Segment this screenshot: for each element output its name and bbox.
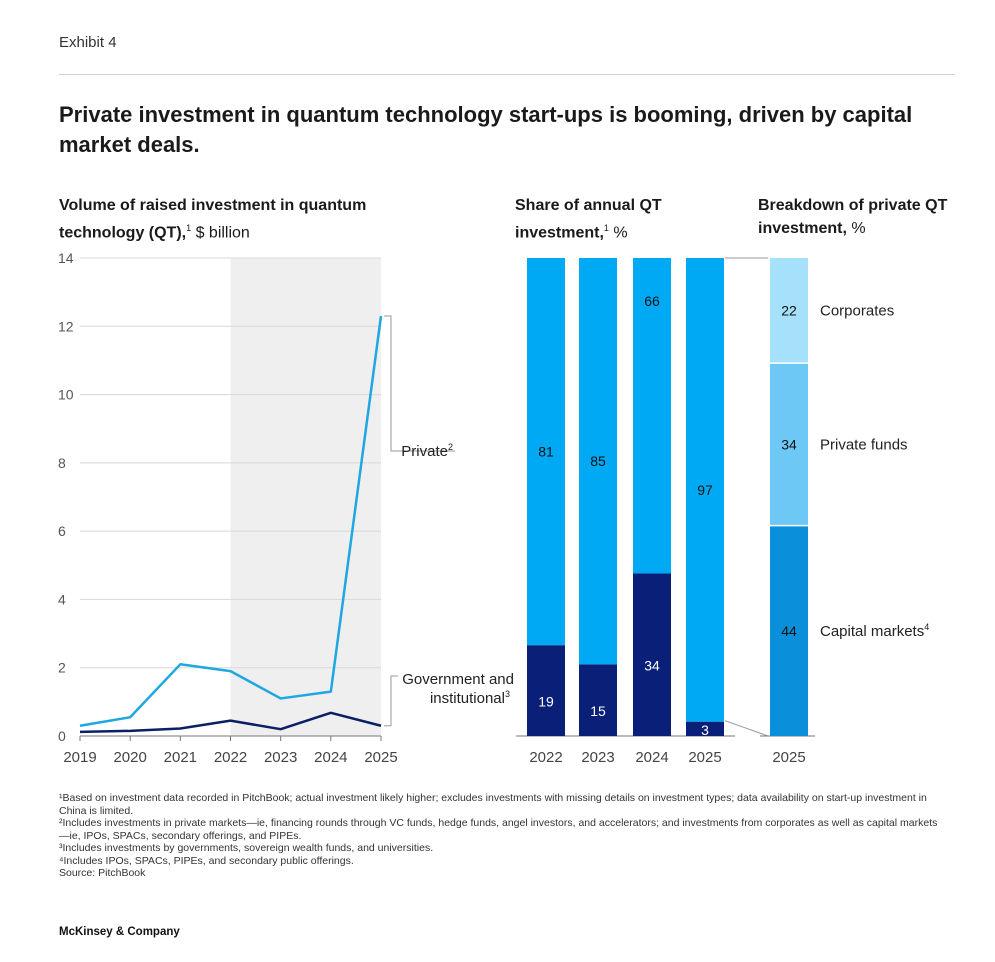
share-bar-value-label: 3: [701, 722, 709, 738]
line-chart-subtitle-sup: 1: [186, 223, 192, 233]
x-tick-label: 2025: [364, 749, 397, 766]
share-chart-subtitle: Share of annual QT investment,1 %: [515, 194, 715, 244]
footnotes: ¹Based on investment data recorded in Pi…: [59, 792, 939, 880]
x-tick-label: 2019: [63, 749, 96, 766]
header-divider: [59, 74, 955, 75]
y-tick-label: 14: [58, 250, 74, 266]
brand-logo-text: McKinsey & Company: [59, 926, 180, 938]
share-bar-2023-government: [579, 664, 617, 736]
share-bar-2022-government: [527, 645, 565, 736]
x-tick-label: 2020: [113, 749, 146, 766]
share-bar-2022-private: [527, 258, 565, 646]
chart-canvas: 0 2 4 6 8 10 12 14 2019 2020 2021 2022 2023 2024 2025 P…: [58, 250, 929, 766]
breakdown-value-label: 22: [781, 303, 797, 319]
x-tick-label: 2023: [264, 749, 297, 766]
footnote-1: ¹Based on investment data recorded in Pi…: [59, 792, 927, 817]
line-series-government: [79, 711, 382, 734]
share-bar-2023-private: [579, 258, 617, 665]
y-tick-label: 8: [58, 455, 66, 471]
x-tick-label: 2021: [164, 749, 197, 766]
y-tick-label: 6: [58, 523, 66, 539]
breakdown-series-label: Private funds: [820, 436, 908, 453]
footnote-source: Source: PitchBook: [59, 867, 146, 879]
connector-bottom: [724, 720, 769, 737]
y-tick-label: 12: [58, 318, 74, 334]
y-tick-label: 4: [58, 591, 66, 607]
breakdown-chart-subtitle-bold: Breakdown of private QT investment,: [758, 197, 948, 237]
share-bar-value-label: 85: [590, 453, 606, 469]
exhibit-label: Exhibit 4: [59, 34, 117, 51]
footnote-3: ³Includes investments by governments, so…: [59, 842, 434, 854]
share-chart-subtitle-unit: %: [608, 224, 628, 242]
government-series-label-line1: Government and: [402, 671, 514, 688]
share-x-tick-label: 2023: [581, 749, 614, 766]
line-chart-subtitle: Volume of raised investment in quantum t…: [59, 194, 389, 244]
breakdown-chart-subtitle: Breakdown of private QT investment, %: [758, 194, 958, 240]
y-tick-label: 0: [58, 728, 66, 744]
share-bar-value-label: 34: [644, 658, 660, 674]
y-tick-label: 10: [58, 387, 74, 403]
government-series-label-line2: institutional3: [430, 689, 510, 707]
share-bar-value-label: 81: [538, 444, 554, 460]
share-x-tick-label: 2022: [529, 749, 562, 766]
share-bar-value-label: 19: [538, 694, 554, 710]
footnote-4: ⁴Includes IPOs, SPACs, PIPEs, and second…: [59, 854, 354, 867]
x-tick-label: 2024: [314, 749, 347, 766]
breakdown-series-label: Capital markets4: [820, 622, 929, 640]
share-bar-2024-private: [633, 258, 671, 574]
breakdown-bar-segment-0: [770, 525, 808, 736]
footnote-2: ²Includes investments in private markets…: [59, 817, 938, 842]
share-x-tick-label: 2024: [635, 749, 668, 766]
line-chart-subtitle-unit: $ billion: [191, 224, 250, 242]
breakdown-series-label: Corporates: [820, 303, 894, 320]
share-x-tick-label: 2025: [688, 749, 721, 766]
share-bar-2025-private: [686, 258, 724, 722]
line-series-private: [79, 315, 383, 727]
share-chart-subtitle-sup: 1: [603, 223, 609, 233]
breakdown-bar-segment-1: [770, 363, 808, 526]
line-chart-subtitle-bold: Volume of raised investment in quantum t…: [59, 197, 367, 242]
share-chart-subtitle-bold: Share of annual QT investment,: [515, 197, 662, 242]
private-series-label: Private2: [401, 442, 453, 460]
forecast-shaded-region: [230, 258, 381, 736]
chart-title: Private investment in quantum technology…: [59, 102, 913, 157]
share-bar-value-label: 97: [697, 482, 713, 498]
y-tick-label: 2: [58, 660, 66, 676]
share-bar-2024-government: [633, 573, 671, 736]
breakdown-bar-segment-2: [770, 258, 808, 364]
private-leader-line: [384, 315, 455, 452]
share-bar-value-label: 66: [644, 293, 660, 309]
breakdown-x-tick-label: 2025: [772, 749, 805, 766]
x-tick-label: 2022: [214, 749, 247, 766]
government-leader-line: [384, 675, 398, 727]
share-bar-2025-government: [686, 721, 724, 736]
breakdown-value-label: 34: [781, 436, 797, 452]
share-bar-value-label: 15: [590, 703, 606, 719]
breakdown-chart-subtitle-unit: %: [846, 220, 866, 237]
breakdown-value-label: 44: [781, 623, 797, 639]
